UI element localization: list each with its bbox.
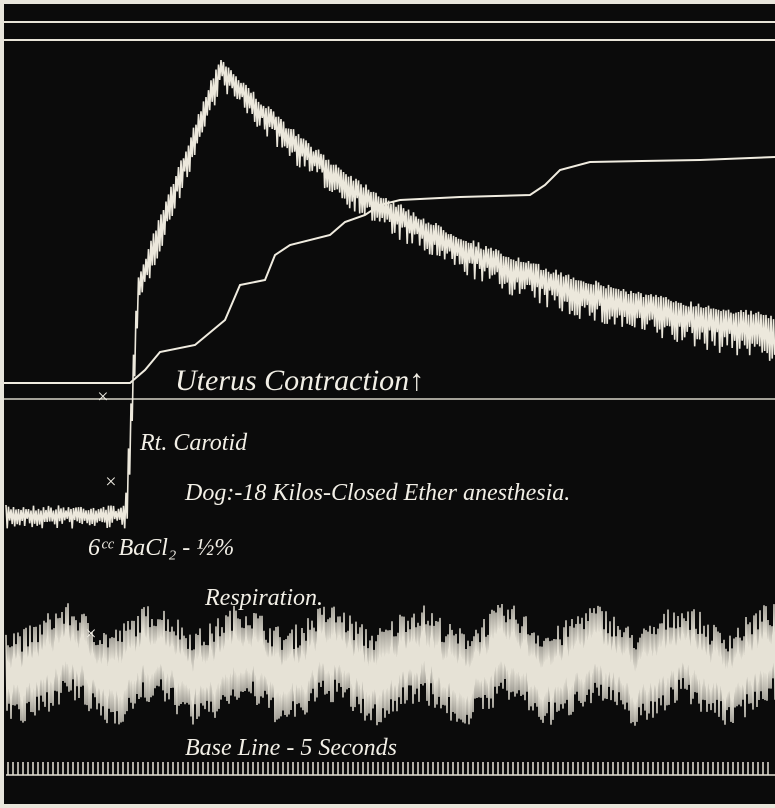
carotid-label: Rt. Carotid [139,430,248,456]
base-line-label: Base Line - 5 Seconds [185,735,397,761]
injection-label: 6ᶜᶜ BaCl₂ - ½% [88,535,234,561]
marker: × [104,471,118,493]
traces [5,59,775,776]
respiration-trace [5,603,775,726]
subject-label: Dog:-18 Kilos-Closed Ether anesthesia. [184,480,570,506]
carotid-trace [5,59,775,529]
marker: × [96,386,110,408]
uterus-trace [4,156,775,384]
marker: × [84,623,98,645]
uterus-label: Uterus Contraction↑ [175,364,424,397]
respiration-label: Respiration. [204,585,323,611]
